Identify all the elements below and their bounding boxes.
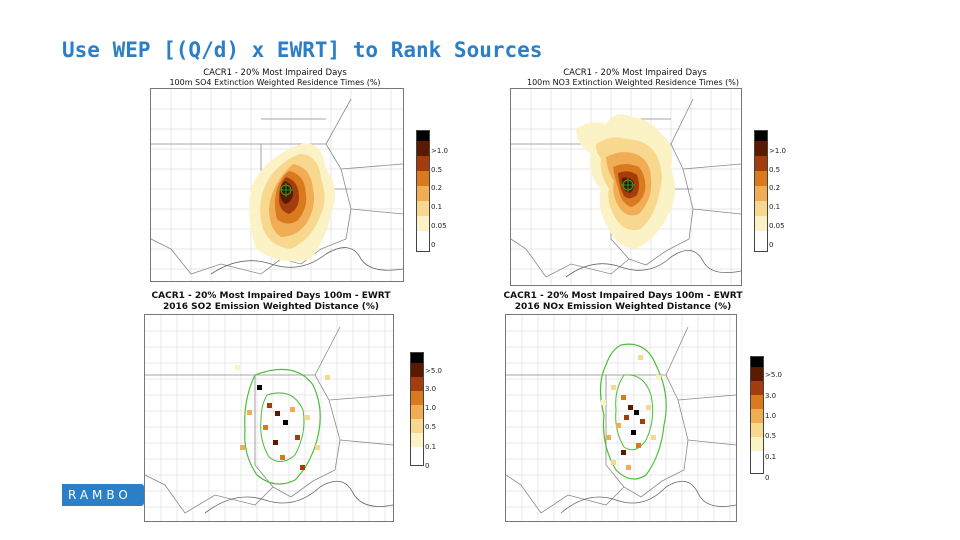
nox-colorbar-label: 3.0 <box>765 392 777 400</box>
panel-nox-title-line1: CACR1 - 20% Most Impaired Days 100m - EW… <box>503 291 743 301</box>
no3-colorbar-label: 0.2 <box>769 184 781 192</box>
nox-ewd-colorbar <box>750 356 764 474</box>
panel-nox-title-line2: 2016 NOx Emission Weighted Distance (%) <box>514 302 732 312</box>
panel-no3-title-line1: CACR1 - 20% Most Impaired Days <box>563 68 707 78</box>
so2-colorbar-label: >5.0 <box>425 367 442 375</box>
gulf-coastline <box>204 480 393 514</box>
gulf-coastline <box>565 250 741 278</box>
so4-ewrt-map <box>150 88 404 282</box>
ramboll-logo: RAMBO <box>62 484 144 506</box>
receptor-marker <box>279 183 293 197</box>
slide-title: Use WEP [(Q/d) x EWRT] to Rank Sources <box>62 38 543 62</box>
no3-colorbar-label: 0 <box>769 241 774 249</box>
no3-colorbar-label: 0.5 <box>769 166 781 174</box>
state-lines <box>506 326 736 514</box>
nox-colorbar-label: >5.0 <box>765 371 782 379</box>
so2-ewrt-outline <box>244 368 321 485</box>
nox-source-cells <box>601 355 661 470</box>
receptor-marker <box>621 178 635 192</box>
so4-ewrt-contours <box>249 143 335 262</box>
panel-no3-title-line2: 100m NO3 Extinction Weighted Residence T… <box>527 78 739 87</box>
so4-ewrt-colorbar <box>416 130 430 252</box>
logo-text: RAMBO <box>68 488 132 502</box>
no3-colorbar-label: >1.0 <box>769 147 786 155</box>
no3-ewrt-map-svg <box>511 89 741 285</box>
so2-ewd-map-svg <box>145 315 393 521</box>
gulf-coastline <box>210 247 403 275</box>
panel-so4-title-line2: 100m SO4 Extinction Weighted Residence T… <box>169 78 381 87</box>
so2-source-cells <box>235 365 330 470</box>
no3-colorbar-label: 0.05 <box>769 222 785 230</box>
so2-colorbar-label: 0.1 <box>425 443 437 451</box>
so2-ewd-colorbar <box>410 352 424 466</box>
nox-ewrt-outline <box>599 343 667 480</box>
so4-colorbar-label: 0.1 <box>431 203 443 211</box>
so4-colorbar-label: >1.0 <box>431 147 448 155</box>
county-lines <box>145 315 393 521</box>
gulf-coastline <box>560 480 736 514</box>
so2-colorbar-label: 0 <box>425 462 430 470</box>
panel-so2-title-line2: 2016 SO2 Emission Weighted Distance (%) <box>163 302 379 312</box>
no3-ewrt-colorbar <box>754 130 768 252</box>
so2-ewd-map <box>144 314 394 522</box>
nox-ewrt-outline <box>615 374 654 451</box>
nox-colorbar-label: 0.5 <box>765 432 777 440</box>
nox-colorbar-label: 0 <box>765 474 770 482</box>
panel-so4-title-line1: CACR1 - 20% Most Impaired Days <box>203 68 347 78</box>
nox-ewd-map <box>505 314 737 522</box>
so4-colorbar-label: 0.2 <box>431 184 443 192</box>
so4-colorbar-label: 0.05 <box>431 222 447 230</box>
no3-ewrt-contours <box>576 114 675 249</box>
panel-so2-title-line1: CACR1 - 20% Most Impaired Days 100m - EW… <box>151 291 391 301</box>
so4-ewrt-map-svg <box>151 89 403 281</box>
so4-colorbar-label: 0.5 <box>431 166 443 174</box>
state-lines <box>145 326 393 514</box>
so2-colorbar-label: 3.0 <box>425 385 437 393</box>
nox-colorbar-label: 0.1 <box>765 453 777 461</box>
so2-colorbar-label: 1.0 <box>425 404 437 412</box>
no3-colorbar-label: 0.1 <box>769 203 781 211</box>
so2-ewrt-outline <box>260 392 305 462</box>
so4-colorbar-label: 0 <box>431 241 436 249</box>
nox-colorbar-label: 1.0 <box>765 412 777 420</box>
no3-ewrt-map <box>510 88 742 286</box>
so2-colorbar-label: 0.5 <box>425 423 437 431</box>
nox-ewd-map-svg <box>506 315 736 521</box>
